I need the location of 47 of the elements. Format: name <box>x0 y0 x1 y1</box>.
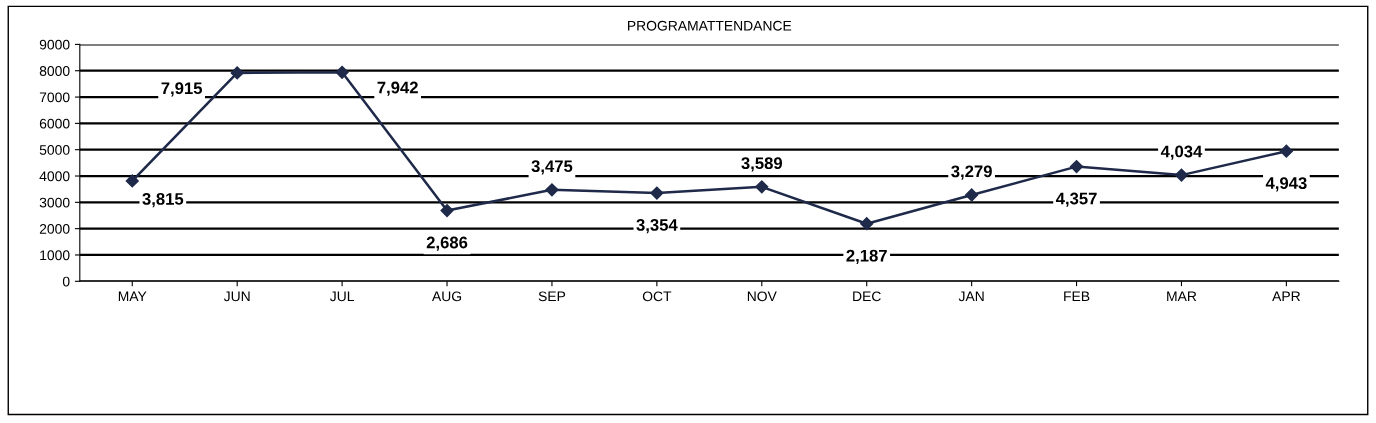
x-tick-label: JUL <box>329 291 354 302</box>
x-tick-label: OCT <box>642 291 672 302</box>
data-label: 3,279 <box>951 165 992 180</box>
y-tick-label: 4000 <box>39 171 70 182</box>
y-tick-label: 7000 <box>39 92 70 103</box>
x-tick-label: APR <box>1272 291 1301 302</box>
point <box>1279 144 1293 158</box>
chart-title: PROGRAMATTENDANCE <box>628 20 792 31</box>
y-tick-label: 1000 <box>40 250 70 261</box>
data-label: 2,686 <box>426 236 468 251</box>
point <box>125 174 139 188</box>
point <box>440 204 454 218</box>
y-tick-label: 2000 <box>39 223 70 234</box>
x-tick-label: MAY <box>118 291 147 302</box>
data-label: 3,475 <box>531 160 573 175</box>
y-tick-label: 0 <box>62 276 70 287</box>
data-label: 2,187 <box>846 249 887 264</box>
point <box>545 183 559 197</box>
x-tick-label: JUN <box>223 291 250 302</box>
x-tick-label: MAR <box>1167 291 1197 302</box>
point <box>860 217 874 231</box>
data-label: 3,589 <box>741 157 783 172</box>
data-label: 3,354 <box>636 219 678 234</box>
x-tick-label: NOV <box>747 291 777 302</box>
data-label: 3,815 <box>142 193 184 208</box>
x-tick-label: AUG <box>432 291 462 302</box>
point <box>650 186 664 200</box>
point <box>335 65 349 79</box>
point <box>1174 168 1189 182</box>
data-label: 7,942 <box>377 81 418 96</box>
point <box>755 180 769 194</box>
point <box>230 66 244 80</box>
y-tick-label: 9000 <box>39 39 70 50</box>
point <box>1069 160 1084 174</box>
data-label: 4,943 <box>1265 177 1307 192</box>
data-label: 4,357 <box>1055 192 1097 207</box>
y-tick-label: 5000 <box>39 145 70 155</box>
x-tick-label: SEP <box>538 291 566 302</box>
point <box>965 188 979 202</box>
data-label: 4,034 <box>1160 145 1203 160</box>
data-label: 7,915 <box>161 82 203 97</box>
y-tick-label: 3000 <box>39 197 70 208</box>
x-tick-label: DEC <box>853 291 881 302</box>
x-tick-label: JAN <box>958 291 984 302</box>
x-tick-label: FEB <box>1064 291 1090 302</box>
y-tick-label: 6000 <box>39 118 70 129</box>
y-tick-label: 8000 <box>39 66 70 76</box>
